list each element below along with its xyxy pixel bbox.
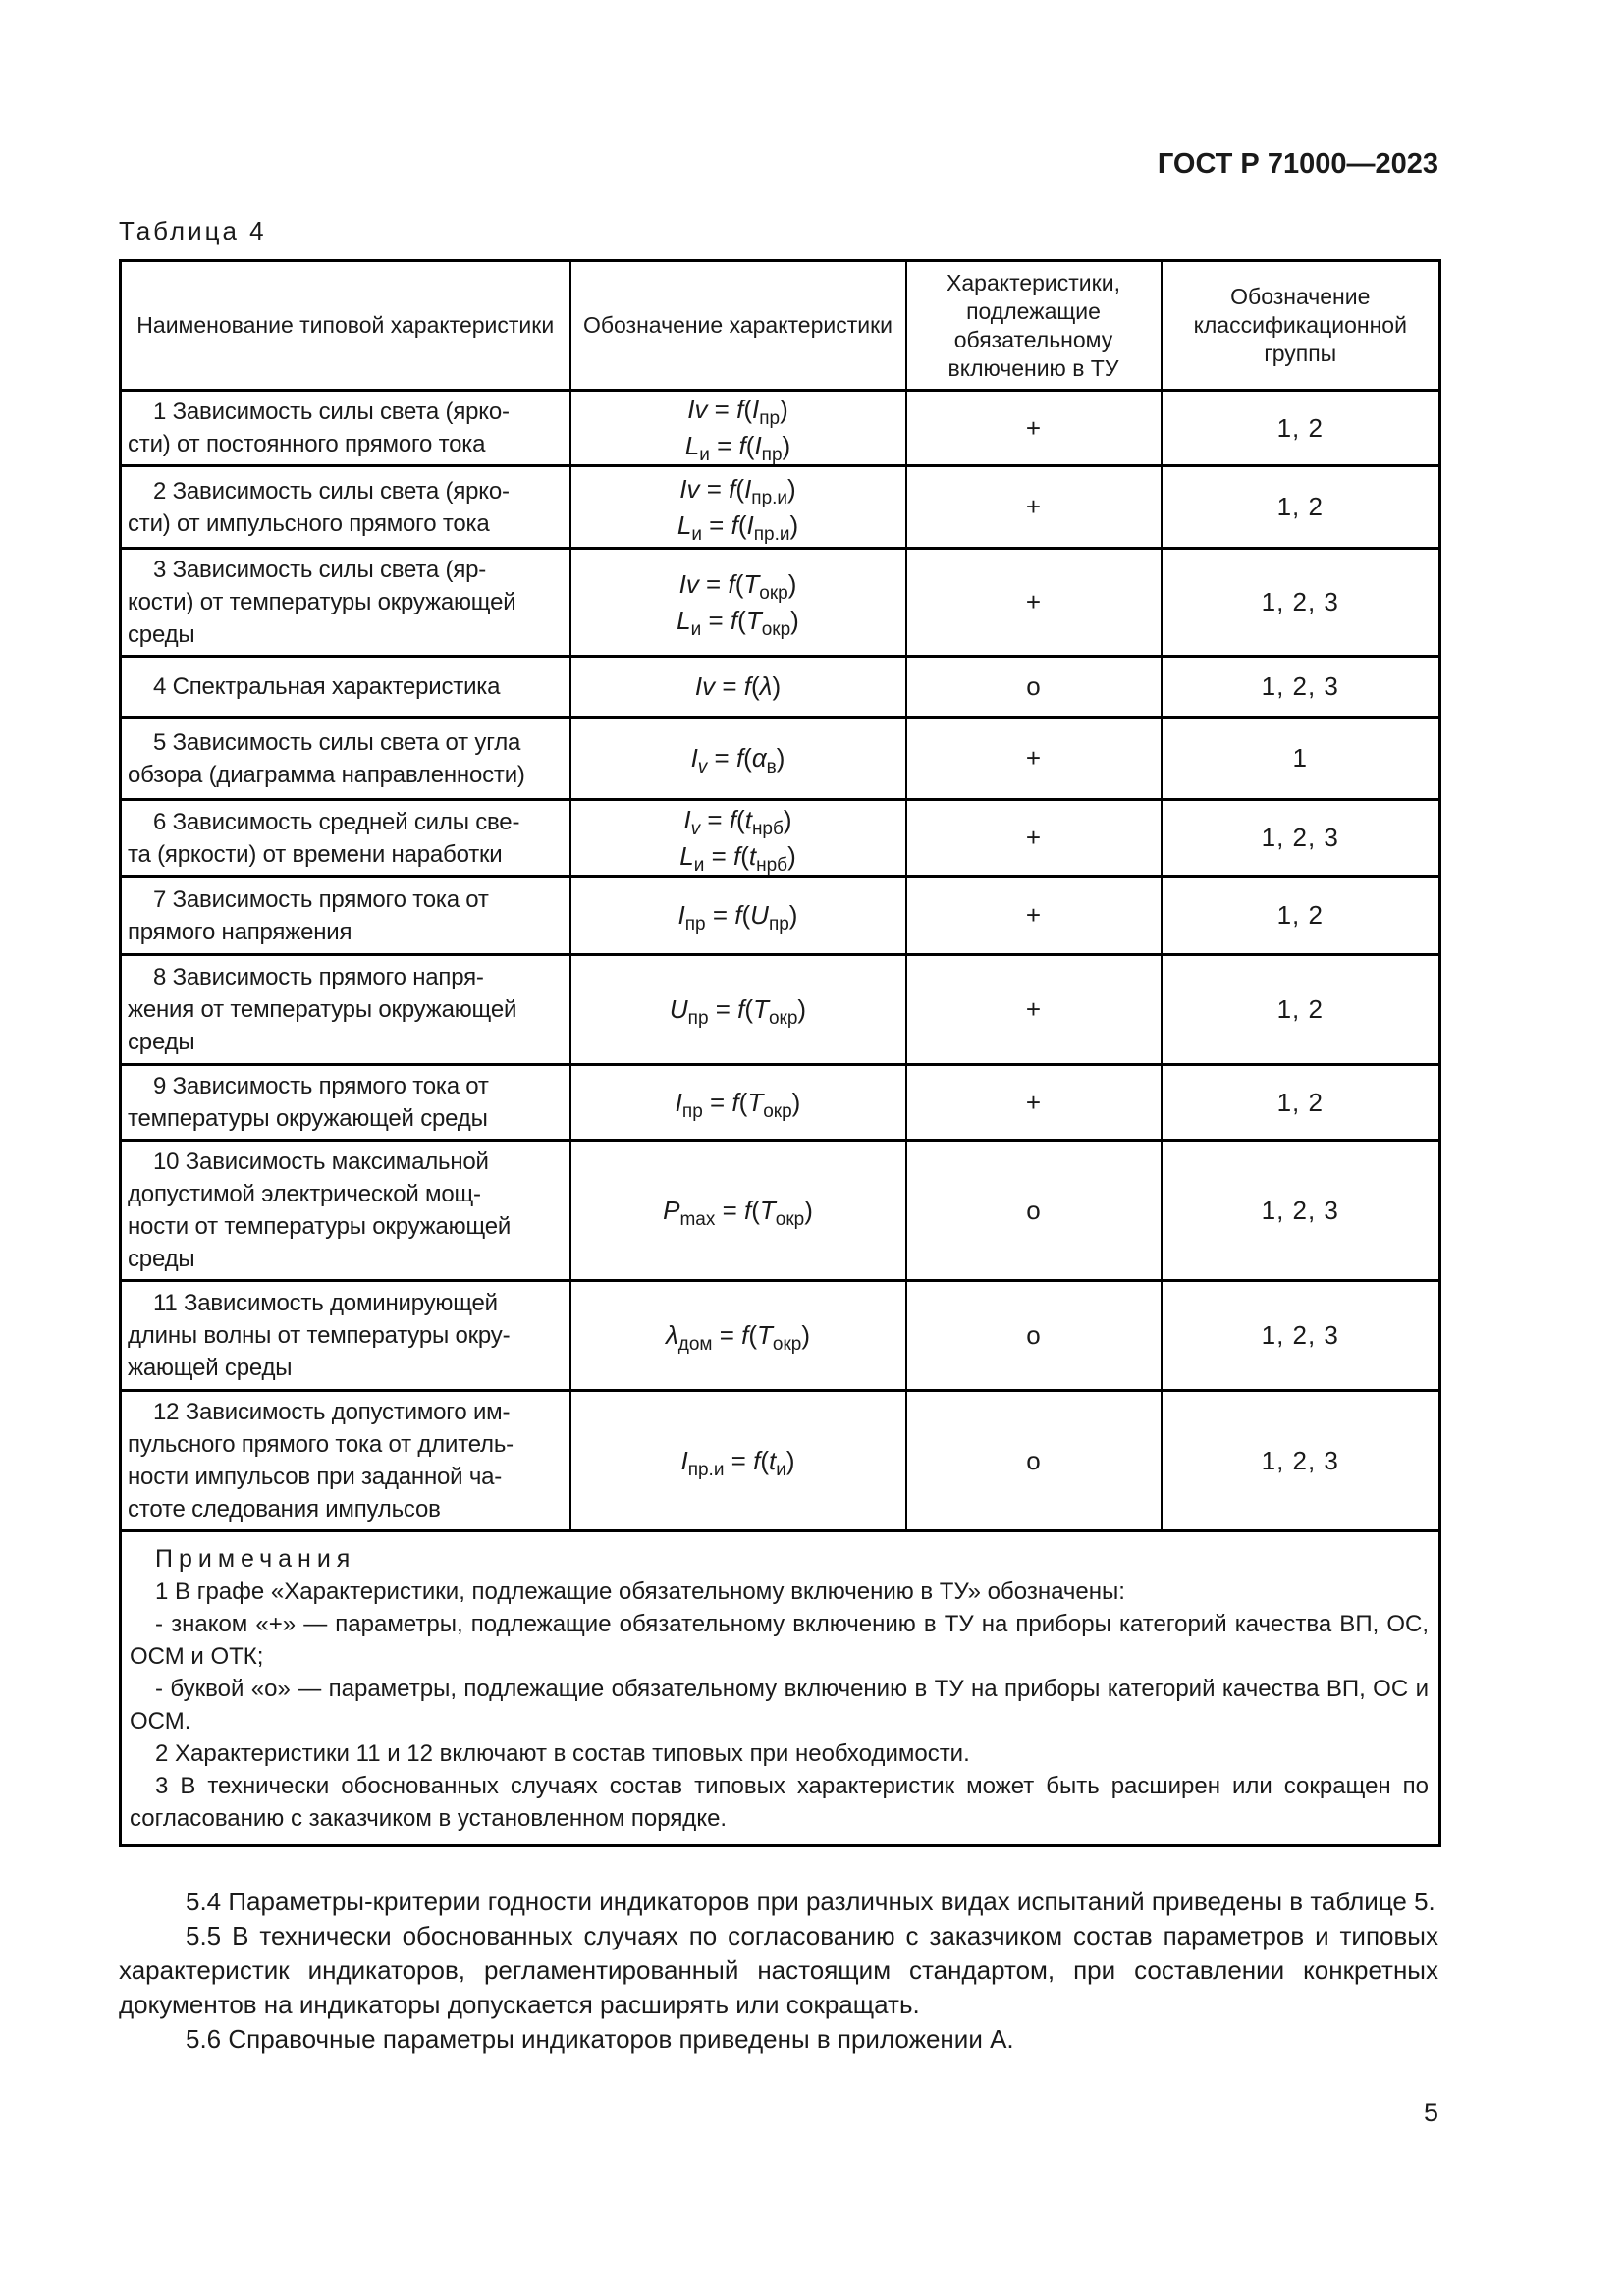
row-designation: Iпр.и = f(tи) xyxy=(568,1389,907,1532)
row-group: 1 xyxy=(1160,716,1441,801)
row-name: 9 Зависимость прямого тока от температур… xyxy=(119,1063,571,1142)
row-mandatory: + xyxy=(904,464,1163,550)
row-designation: Iпр = f(Tокр) xyxy=(568,1063,907,1142)
row-name: 11 Зависимость доминирующей длины волны … xyxy=(119,1279,571,1392)
col-header-name: Наименование типовой характеристики xyxy=(119,259,571,392)
row-name: 6 Зависимость средней силы све- та (ярко… xyxy=(119,798,571,878)
notes-row: Примечания 1 В графе «Характеристики, по… xyxy=(119,1529,1441,1847)
row-mandatory: + xyxy=(904,953,1163,1066)
row-designation: Pmax = f(Tокр) xyxy=(568,1139,907,1282)
note-item: 2 Характеристики 11 и 12 включают в сост… xyxy=(155,1740,970,1767)
formula: Iv = f(λ) xyxy=(694,671,782,701)
row-designation: Iv = f(tнрб) Lи = f(tнрб) xyxy=(568,798,907,878)
notes-cell: Примечания 1 В графе «Характеристики, по… xyxy=(119,1529,1441,1847)
row-mandatory: + xyxy=(904,389,1163,467)
row-mandatory: + xyxy=(904,798,1163,878)
row-group: 1, 2, 3 xyxy=(1160,655,1441,719)
table-row: 5 Зависимость силы света от угла обзора … xyxy=(119,716,1441,801)
formula: Lи = f(Iпр.и) xyxy=(677,509,799,545)
row-mandatory: о xyxy=(904,1389,1163,1532)
row-name: 3 Зависимость силы света (яр- кости) от … xyxy=(119,547,571,658)
row-name: 2 Зависимость силы света (ярко- сти) от … xyxy=(119,464,571,550)
table-row: 6 Зависимость средней силы све- та (ярко… xyxy=(119,798,1441,878)
col-header-group: Обозначение классификационной группы xyxy=(1160,259,1441,392)
row-name: 10 Зависимость максимальной допустимой э… xyxy=(119,1139,571,1282)
row-name: 1 Зависимость силы света (ярко- сти) от … xyxy=(119,389,571,467)
row-designation: Uпр = f(Tокр) xyxy=(568,953,907,1066)
formula: Iпр = f(Tокр) xyxy=(675,1087,801,1122)
table-row: 9 Зависимость прямого тока от температур… xyxy=(119,1063,1441,1142)
row-group: 1, 2, 3 xyxy=(1160,1279,1441,1392)
formula: Lи = f(Tокр) xyxy=(677,605,799,640)
note-item: - буквой «о» — параметры, подлежащие обя… xyxy=(130,1676,1429,1735)
row-mandatory: + xyxy=(904,547,1163,658)
table-row: 4 Спектральная характеристика Iv = f(λ) … xyxy=(119,655,1441,719)
col-header-mandatory: Характеристики, подлежащие обязательному… xyxy=(904,259,1163,392)
row-group: 1, 2, 3 xyxy=(1160,1389,1441,1532)
table-row: 3 Зависимость силы света (яр- кости) от … xyxy=(119,547,1441,658)
notes-title: Примечания xyxy=(155,1545,356,1573)
row-name: 5 Зависимость силы света от угла обзора … xyxy=(119,716,571,801)
table-caption: Таблица 4 xyxy=(119,216,267,245)
formula: λдом = f(Tокр) xyxy=(665,1320,811,1356)
note-item: 1 В графе «Характеристики, подлежащие об… xyxy=(155,1578,1125,1605)
table-row: 2 Зависимость силы света (ярко- сти) от … xyxy=(119,464,1441,550)
row-name: 4 Спектральная характеристика xyxy=(119,655,571,719)
row-group: 1, 2 xyxy=(1160,1063,1441,1142)
note-item: - знаком «+» — параметры, подлежащие обя… xyxy=(130,1611,1429,1670)
row-mandatory: + xyxy=(904,716,1163,801)
row-designation: Iпр = f(Uпр) xyxy=(568,875,907,956)
characteristics-table: Наименование типовой характеристики Обоз… xyxy=(119,259,1441,1847)
row-group: 1, 2, 3 xyxy=(1160,547,1441,658)
row-designation: Iv = f(λ) xyxy=(568,655,907,719)
row-designation: Iv = f(αв) xyxy=(568,716,907,801)
row-mandatory: + xyxy=(904,1063,1163,1142)
page-number: 5 xyxy=(1423,2098,1438,2127)
formula: Uпр = f(Tокр) xyxy=(669,994,807,1030)
row-group: 1, 2 xyxy=(1160,464,1441,550)
table-row: 7 Зависимость прямого тока от прямого на… xyxy=(119,875,1441,956)
formula: Iпр.и = f(tи) xyxy=(680,1445,795,1480)
paragraph-5-5: 5.5 В технически обоснованных случаях по… xyxy=(119,1921,1438,2019)
formula: Iv = f(tнрб) xyxy=(683,804,792,839)
table-row: 8 Зависимость прямого напря- жения от те… xyxy=(119,953,1441,1066)
formula: Iv = f(Tокр) xyxy=(678,568,797,604)
formula: Lи = f(tнрб) xyxy=(679,840,796,876)
row-designation: Iv = f(Iпр.и) Lи = f(Iпр.и) xyxy=(568,464,907,550)
note-item: 3 В технически обоснованных случаях сост… xyxy=(130,1773,1429,1832)
formula: Iпр = f(Uпр) xyxy=(677,900,798,935)
table-row: 11 Зависимость доминирующей длины волны … xyxy=(119,1279,1441,1392)
row-group: 1, 2 xyxy=(1160,389,1441,467)
row-mandatory: о xyxy=(904,1139,1163,1282)
table-row: 10 Зависимость максимальной допустимой э… xyxy=(119,1139,1441,1282)
row-name: 7 Зависимость прямого тока от прямого на… xyxy=(119,875,571,956)
col-header-designation: Обозначение характеристики xyxy=(568,259,907,392)
row-designation: λдом = f(Tокр) xyxy=(568,1279,907,1392)
row-group: 1, 2, 3 xyxy=(1160,798,1441,878)
formula: Iv = f(Iпр.и) xyxy=(679,473,796,508)
row-mandatory: + xyxy=(904,875,1163,956)
row-mandatory: о xyxy=(904,1279,1163,1392)
formula: Pmax = f(Tокр) xyxy=(663,1195,813,1230)
row-group: 1, 2, 3 xyxy=(1160,1139,1441,1282)
table-row: 12 Зависимость допустимого им- пульсного… xyxy=(119,1389,1441,1532)
doc-code: ГОСТ Р 71000—2023 xyxy=(1157,148,1438,180)
formula: Iv = f(Iпр) xyxy=(687,395,788,430)
formula: Lи = f(Iпр) xyxy=(684,431,791,466)
row-mandatory: о xyxy=(904,655,1163,719)
row-designation: Iv = f(Tокр) Lи = f(Tокр) xyxy=(568,547,907,658)
row-name: 12 Зависимость допустимого им- пульсного… xyxy=(119,1389,571,1532)
table-row: 1 Зависимость силы света (ярко- сти) от … xyxy=(119,389,1441,467)
row-designation: Iv = f(Iпр) Lи = f(Iпр) xyxy=(568,389,907,467)
row-group: 1, 2 xyxy=(1160,875,1441,956)
formula: Iv = f(αв) xyxy=(690,743,785,778)
row-name: 8 Зависимость прямого напря- жения от те… xyxy=(119,953,571,1066)
paragraph-5-4: 5.4 Параметры-критерии годности индикато… xyxy=(186,1887,1435,1916)
table-header-row: Наименование типовой характеристики Обоз… xyxy=(119,259,1441,392)
paragraph-5-6: 5.6 Справочные параметры индикаторов при… xyxy=(186,2024,1014,2054)
row-group: 1, 2 xyxy=(1160,953,1441,1066)
body-text: 5.4 Параметры-критерии годности индикато… xyxy=(119,1885,1438,2056)
